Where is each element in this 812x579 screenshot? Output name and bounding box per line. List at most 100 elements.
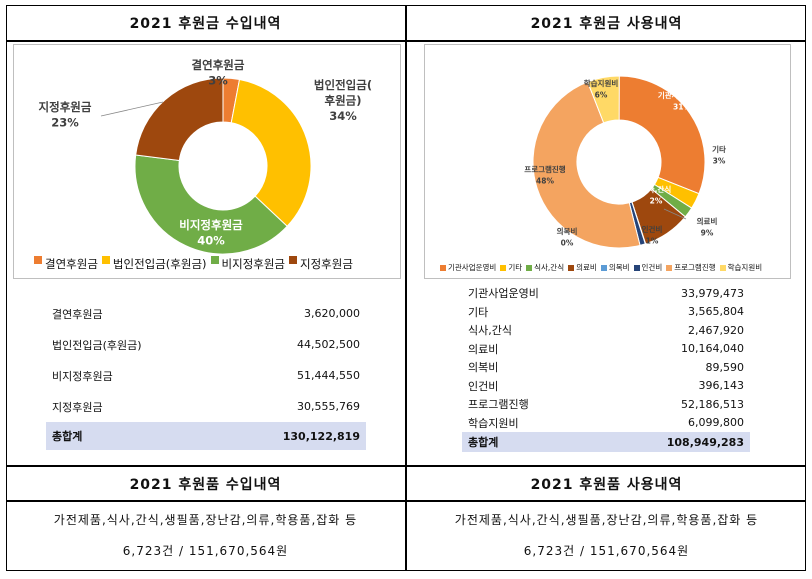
legend-label: 지정후원금 — [300, 257, 353, 271]
legend-swatch — [633, 264, 640, 271]
legend-label: 의복비 — [608, 263, 630, 272]
goods-income-title: 2021 후원품 수입내역 — [129, 477, 282, 493]
legend-item: 의료비 — [568, 262, 597, 273]
legend-swatch — [500, 264, 507, 271]
leader-line-3 — [663, 208, 687, 220]
legend-label: 의료비 — [576, 263, 597, 272]
total-row: 총합계 108,949,283 — [462, 432, 750, 452]
legend-label: 법인전입금(후원금) — [112, 257, 207, 271]
table-row: 의료비 10,164,040 — [462, 340, 750, 359]
legend-swatch — [526, 264, 533, 271]
slice-label-5: 1% — [646, 237, 659, 246]
legend-item: 기관사업운영비 — [440, 262, 496, 273]
table-row: 지정후원금 30,555,769 — [46, 391, 366, 422]
slice-label-2: 식사,간식 — [641, 184, 672, 194]
goods-expense-title: 2021 후원품 사용내역 — [530, 477, 683, 493]
legend-swatch — [101, 256, 110, 264]
income-title: 2021 후원금 수입내역 — [129, 16, 282, 32]
legend-label: 학습지원비 — [727, 263, 763, 272]
legend-item: 의복비 — [600, 262, 630, 273]
table-row: 인건비 396,143 — [462, 377, 750, 396]
center-divider — [405, 5, 407, 571]
slice-label-2: 비지정후원금 — [179, 218, 243, 232]
section-divider — [6, 465, 806, 467]
legend-swatch — [210, 256, 219, 264]
row-label: 기관사업운영비 — [468, 287, 539, 301]
legend-label: 인건비 — [641, 263, 663, 272]
expense-table: 기관사업운영비 33,979,473 기타 3,565,804 식사,간식 2,467,9… — [462, 284, 750, 464]
slice-2 — [134, 154, 288, 255]
legend-item: 프로그램진행 — [666, 262, 716, 273]
row-label: 인건비 — [468, 379, 499, 393]
slice-label-0: 결연후원금 — [192, 58, 245, 72]
table-row: 결연후원금 3,620,000 — [46, 298, 366, 329]
slice-0 — [618, 75, 706, 195]
total-value: 130,122,819 — [282, 429, 360, 443]
row-value: 89,590 — [705, 360, 745, 374]
slice-label-0: 3% — [208, 74, 228, 88]
legend-item: 식사,간식 — [526, 262, 564, 273]
table-row: 법인전입금(후원금) 44,502,500 — [46, 329, 366, 360]
legend-swatch — [600, 264, 607, 271]
legend-item: 인건비 — [633, 262, 663, 273]
table-row: 기타 3,565,804 — [462, 303, 750, 322]
slice-7 — [587, 75, 620, 124]
row-label: 지정후원금 — [52, 400, 103, 414]
row-value: 33,979,473 — [681, 286, 744, 300]
income-chart-legend: 결연후원금 법인전입금(후원금) 비지정후원금 지정후원금 — [30, 256, 353, 272]
row-value: 3,620,000 — [304, 307, 360, 320]
slice-label-1: 후원금) — [325, 94, 362, 108]
table-row: 프로그램진행 52,186,513 — [462, 395, 750, 414]
row-value: 396,143 — [698, 379, 745, 393]
table-row: 비지정후원금 51,444,550 — [46, 360, 366, 391]
goods-expense-items: 가전제품,식사,간식,생필품,장난감,의류,학용품,잡화 등 — [454, 512, 759, 527]
row-value: 52,186,513 — [681, 397, 744, 411]
legend-swatch — [568, 264, 575, 271]
table-row: 기관사업운영비 33,979,473 — [462, 284, 750, 303]
slice-label-0: 31% — [673, 103, 691, 112]
slice-label-1: 34% — [329, 109, 357, 123]
slice-label-3: 23% — [51, 116, 79, 130]
row-value: 10,164,040 — [681, 342, 744, 356]
income-table: 결연후원금 3,620,000 법인전입금(후원금) 44,502,500 비지정후원금… — [46, 298, 366, 450]
slice-label-1: 법인전입금( — [314, 78, 372, 92]
row-label: 프로그램진행 — [468, 398, 529, 412]
slice-label-4: 0% — [561, 239, 574, 248]
title-divider — [6, 40, 806, 42]
row-label: 학습지원비 — [468, 416, 519, 430]
row-value: 3,565,804 — [688, 305, 744, 319]
table-row: 의복비 89,590 — [462, 358, 750, 377]
row-label: 비지정후원금 — [52, 369, 113, 383]
slice-label-3: 의료비 — [697, 216, 718, 226]
leader-line-3 — [100, 101, 164, 117]
table-row: 식사,간식 2,467,920 — [462, 321, 750, 340]
row-label: 식사,간식 — [468, 324, 512, 338]
row-label: 의복비 — [468, 361, 499, 375]
slice-label-0: 기관사업운영비 — [658, 90, 706, 100]
legend-label: 비지정후원금 — [221, 257, 286, 271]
slice-label-2: 2% — [650, 197, 663, 206]
legend-swatch — [440, 264, 446, 271]
row-label: 의료비 — [468, 342, 499, 356]
slice-label-6: 48% — [536, 177, 554, 186]
total-label: 총합계 — [468, 436, 499, 449]
bottom-title-divider — [6, 500, 806, 502]
slice-label-3: 9% — [701, 229, 714, 238]
row-value: 30,555,769 — [297, 400, 360, 413]
expense-title: 2021 후원금 사용내역 — [530, 16, 683, 32]
row-value: 6,099,800 — [688, 416, 744, 430]
slice-6 — [532, 81, 641, 249]
slice-label-7: 6% — [595, 91, 608, 100]
expense-chart-legend: 기관사업운영비 기타 식사,간식 의료비 의복비 인건비 프로그램진행 학습지원비 — [440, 262, 790, 273]
slice-label-4: 의복비 — [557, 226, 578, 236]
slice-label-7: 학습지원비 — [584, 78, 619, 88]
row-value: 2,467,920 — [688, 323, 744, 337]
slice-label-2: 40% — [197, 234, 225, 248]
legend-swatch — [34, 256, 42, 264]
slice-1 — [230, 78, 312, 227]
total-label: 총합계 — [52, 430, 83, 443]
goods-income-summary: 6,723건 / 151,670,564원 — [122, 543, 289, 558]
legend-item: 기타 — [500, 262, 522, 273]
slice-label-5: 인건비 — [642, 224, 663, 234]
slice-label-6: 프로그램진행 — [524, 164, 565, 174]
